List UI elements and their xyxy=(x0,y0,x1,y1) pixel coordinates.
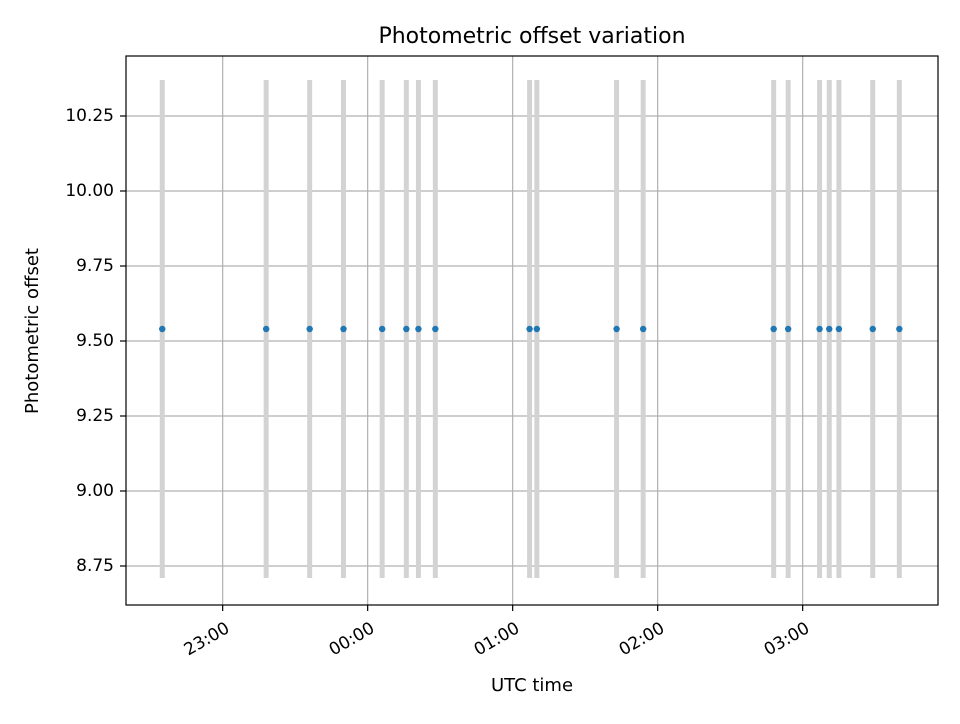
data-point xyxy=(306,325,313,333)
y-tick-label: 10.00 xyxy=(65,181,114,201)
axes-frame xyxy=(125,55,939,606)
data-point xyxy=(533,325,541,333)
data-point xyxy=(159,325,166,333)
y-tick-label: 10.25 xyxy=(65,106,114,126)
y-axis-ticks: 8.75 9.00 9.25 9.50 9.75 10.00 10.25 xyxy=(65,106,126,576)
data-point xyxy=(835,325,843,333)
data-point xyxy=(869,325,876,333)
y-axis-label: Photometric offset xyxy=(22,248,43,414)
y-tick-label: 8.75 xyxy=(76,556,114,576)
data-point xyxy=(770,325,777,333)
data-point xyxy=(378,325,386,333)
y-tick-label: 9.25 xyxy=(76,406,114,426)
data-points xyxy=(159,325,903,333)
chart-title: Photometric offset variation xyxy=(378,24,685,49)
data-point xyxy=(262,325,270,333)
data-point xyxy=(784,325,792,333)
y-tick-label: 9.50 xyxy=(76,331,114,351)
data-point xyxy=(896,325,903,333)
x-axis-label: UTC time xyxy=(491,675,573,696)
y-tick-label: 9.00 xyxy=(76,481,114,501)
data-point xyxy=(415,325,422,333)
data-point xyxy=(526,325,533,333)
data-point xyxy=(432,325,439,333)
data-point xyxy=(639,325,647,333)
data-point xyxy=(403,325,410,333)
y-tick-label: 9.75 xyxy=(76,256,114,276)
data-point xyxy=(816,325,823,333)
data-point xyxy=(826,325,833,333)
data-point xyxy=(613,325,620,333)
data-point xyxy=(340,325,347,333)
